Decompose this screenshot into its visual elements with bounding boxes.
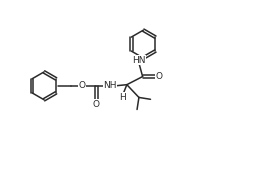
Text: O: O [93, 100, 100, 109]
Text: H: H [119, 93, 126, 102]
Text: HN: HN [132, 56, 146, 65]
Text: O: O [155, 72, 162, 81]
Text: O: O [78, 81, 85, 90]
Text: NH: NH [103, 81, 117, 90]
